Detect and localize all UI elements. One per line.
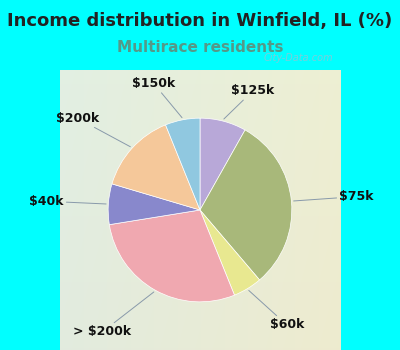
Wedge shape	[109, 210, 234, 302]
Text: $150k: $150k	[132, 77, 182, 118]
Text: $60k: $60k	[249, 290, 304, 331]
Text: $125k: $125k	[224, 84, 274, 119]
Text: Multirace residents: Multirace residents	[117, 40, 283, 55]
Wedge shape	[108, 184, 200, 225]
Text: City-Data.com: City-Data.com	[264, 53, 333, 63]
Text: > $200k: > $200k	[73, 292, 154, 338]
Text: Income distribution in Winfield, IL (%): Income distribution in Winfield, IL (%)	[7, 12, 393, 30]
Text: $200k: $200k	[56, 112, 130, 147]
Wedge shape	[200, 118, 245, 210]
Text: $75k: $75k	[294, 190, 374, 203]
Wedge shape	[166, 118, 200, 210]
Wedge shape	[200, 130, 292, 280]
Wedge shape	[200, 210, 260, 295]
Text: $40k: $40k	[29, 195, 106, 208]
Wedge shape	[112, 125, 200, 210]
